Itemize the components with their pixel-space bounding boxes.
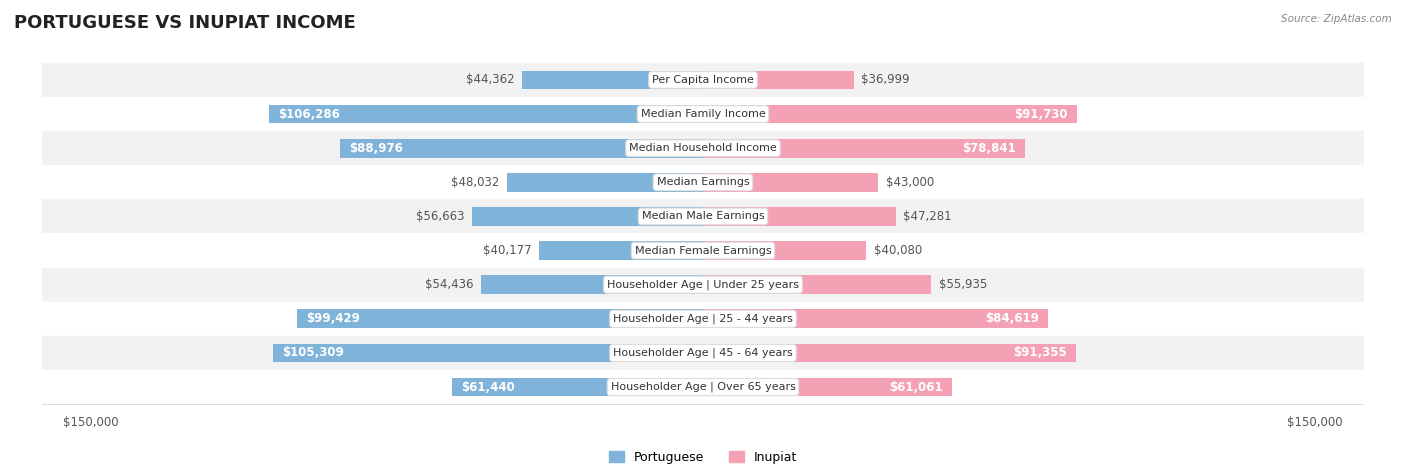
- Bar: [42, 131, 1364, 165]
- Text: Per Capita Income: Per Capita Income: [652, 75, 754, 85]
- Text: Median Earnings: Median Earnings: [657, 177, 749, 187]
- Legend: Portuguese, Inupiat: Portuguese, Inupiat: [603, 446, 803, 467]
- Bar: [42, 302, 1364, 336]
- Bar: [340, 139, 703, 157]
- Text: $105,309: $105,309: [283, 347, 344, 360]
- Text: $36,999: $36,999: [862, 73, 910, 86]
- Bar: [703, 207, 896, 226]
- Text: Median Family Income: Median Family Income: [641, 109, 765, 119]
- Bar: [481, 276, 703, 294]
- Bar: [42, 268, 1364, 302]
- Bar: [703, 173, 879, 191]
- Text: Median Female Earnings: Median Female Earnings: [634, 246, 772, 255]
- Text: $55,935: $55,935: [939, 278, 987, 291]
- Bar: [703, 71, 853, 89]
- Text: Householder Age | 45 - 64 years: Householder Age | 45 - 64 years: [613, 348, 793, 358]
- Bar: [703, 344, 1076, 362]
- Text: $44,362: $44,362: [465, 73, 515, 86]
- Text: $61,440: $61,440: [461, 381, 516, 394]
- Text: $78,841: $78,841: [962, 142, 1015, 155]
- Text: Median Household Income: Median Household Income: [628, 143, 778, 153]
- Text: Householder Age | Under 25 years: Householder Age | Under 25 years: [607, 279, 799, 290]
- Text: $56,663: $56,663: [416, 210, 464, 223]
- Text: Source: ZipAtlas.com: Source: ZipAtlas.com: [1281, 14, 1392, 24]
- Bar: [42, 234, 1364, 268]
- Text: $43,000: $43,000: [886, 176, 934, 189]
- Text: $40,080: $40,080: [875, 244, 922, 257]
- Text: $88,976: $88,976: [349, 142, 404, 155]
- Text: Median Male Earnings: Median Male Earnings: [641, 212, 765, 221]
- Text: PORTUGUESE VS INUPIAT INCOME: PORTUGUESE VS INUPIAT INCOME: [14, 14, 356, 32]
- Bar: [703, 105, 1077, 123]
- Bar: [42, 370, 1364, 404]
- Bar: [522, 71, 703, 89]
- Bar: [703, 139, 1025, 157]
- Bar: [42, 63, 1364, 97]
- Text: $99,429: $99,429: [307, 312, 360, 325]
- Bar: [453, 378, 703, 396]
- Text: $61,061: $61,061: [889, 381, 943, 394]
- Text: $48,032: $48,032: [451, 176, 499, 189]
- Bar: [270, 105, 703, 123]
- Bar: [508, 173, 703, 191]
- Text: $40,177: $40,177: [484, 244, 531, 257]
- Text: $84,619: $84,619: [986, 312, 1039, 325]
- Text: $91,730: $91,730: [1015, 107, 1069, 120]
- Bar: [472, 207, 703, 226]
- Bar: [42, 165, 1364, 199]
- Bar: [42, 199, 1364, 234]
- Text: $91,355: $91,355: [1012, 347, 1067, 360]
- Text: $47,281: $47,281: [903, 210, 952, 223]
- Bar: [42, 336, 1364, 370]
- Bar: [273, 344, 703, 362]
- Bar: [703, 310, 1047, 328]
- Bar: [703, 276, 931, 294]
- Bar: [703, 378, 952, 396]
- Bar: [42, 97, 1364, 131]
- Text: $106,286: $106,286: [278, 107, 340, 120]
- Text: Householder Age | Over 65 years: Householder Age | Over 65 years: [610, 382, 796, 392]
- Bar: [298, 310, 703, 328]
- Text: Householder Age | 25 - 44 years: Householder Age | 25 - 44 years: [613, 313, 793, 324]
- Bar: [703, 241, 866, 260]
- Text: $54,436: $54,436: [425, 278, 474, 291]
- Bar: [538, 241, 703, 260]
